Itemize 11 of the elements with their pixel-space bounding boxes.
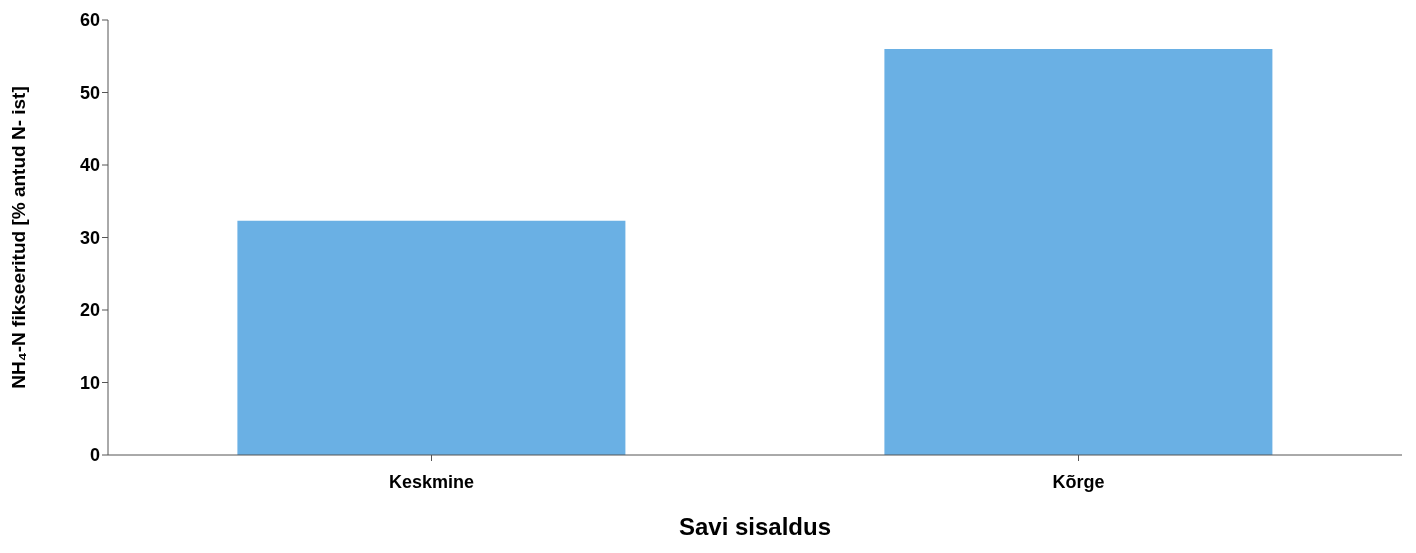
x-tick-label: Keskmine xyxy=(388,471,475,492)
y-axis-title: NH₄-N fikseeritud [% antud N- ist] xyxy=(7,86,29,389)
y-tick-label: 30 xyxy=(79,227,100,248)
y-tick-label: 10 xyxy=(79,372,100,393)
y-tick-label: 20 xyxy=(79,300,100,321)
x-tick-label: Kõrge xyxy=(1052,471,1105,492)
y-tick-label: 50 xyxy=(79,82,100,103)
x-axis-title: Savi sisaldus xyxy=(678,513,832,540)
y-tick-label: 0 xyxy=(89,445,100,466)
y-tick-label: 40 xyxy=(79,155,100,176)
y-tick-label: 60 xyxy=(79,10,100,31)
